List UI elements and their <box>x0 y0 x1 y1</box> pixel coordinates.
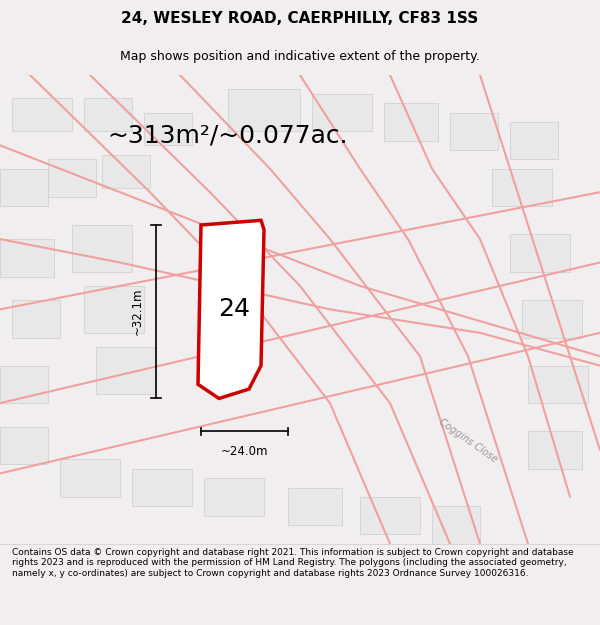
Polygon shape <box>510 234 570 272</box>
Polygon shape <box>384 103 438 141</box>
Polygon shape <box>144 112 192 145</box>
Text: 24: 24 <box>218 298 250 321</box>
Text: Contains OS data © Crown copyright and database right 2021. This information is : Contains OS data © Crown copyright and d… <box>12 548 574 578</box>
Text: 24, WESLEY ROAD, CAERPHILLY, CF83 1SS: 24, WESLEY ROAD, CAERPHILLY, CF83 1SS <box>121 11 479 26</box>
Polygon shape <box>60 459 120 497</box>
Polygon shape <box>84 98 132 131</box>
Polygon shape <box>102 154 150 188</box>
Polygon shape <box>0 426 48 464</box>
Polygon shape <box>528 366 588 403</box>
Polygon shape <box>132 469 192 506</box>
Text: ~313m²/~0.077ac.: ~313m²/~0.077ac. <box>107 124 349 148</box>
Text: Coggins Close: Coggins Close <box>437 417 499 464</box>
Polygon shape <box>12 98 72 131</box>
Polygon shape <box>0 239 54 276</box>
Text: Map shows position and indicative extent of the property.: Map shows position and indicative extent… <box>120 50 480 62</box>
Polygon shape <box>360 497 420 534</box>
Polygon shape <box>432 506 480 544</box>
Polygon shape <box>492 169 552 206</box>
Polygon shape <box>96 347 156 394</box>
Polygon shape <box>72 225 132 272</box>
Polygon shape <box>0 366 48 403</box>
Polygon shape <box>204 478 264 516</box>
Polygon shape <box>12 300 60 338</box>
Polygon shape <box>528 431 582 469</box>
Text: ~24.0m: ~24.0m <box>221 445 268 458</box>
Polygon shape <box>0 169 48 206</box>
Polygon shape <box>84 286 144 332</box>
Polygon shape <box>48 159 96 197</box>
Polygon shape <box>522 300 582 338</box>
Polygon shape <box>198 220 264 399</box>
Polygon shape <box>288 488 342 525</box>
Polygon shape <box>510 122 558 159</box>
Polygon shape <box>312 94 372 131</box>
Polygon shape <box>228 89 300 131</box>
Polygon shape <box>450 112 498 150</box>
Text: ~32.1m: ~32.1m <box>131 288 144 336</box>
